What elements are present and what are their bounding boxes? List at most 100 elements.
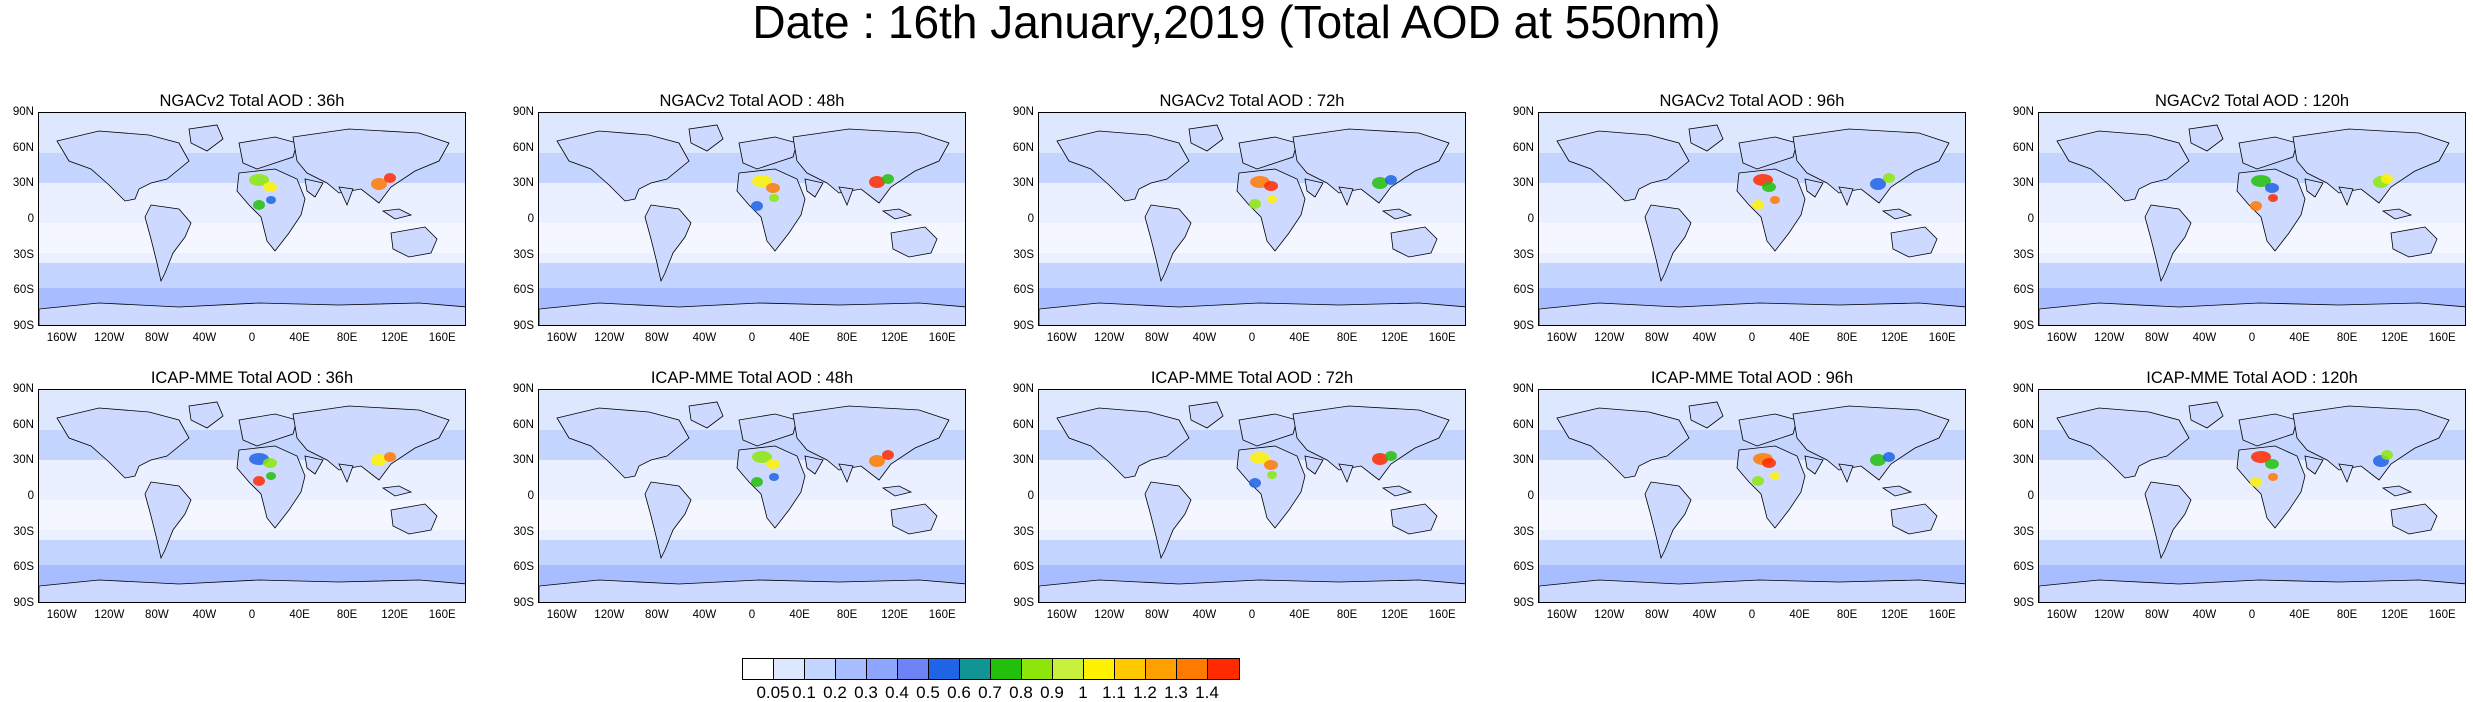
aod-band: [39, 263, 465, 288]
colorbar-label: 0.5: [916, 683, 940, 702]
lon-tick-label: 0: [748, 609, 756, 621]
lon-tick-label: 160E: [2428, 609, 2456, 621]
continent-outline: [1792, 128, 1950, 204]
continent-outline: [292, 128, 450, 204]
lon-tick-label: 160E: [2428, 332, 2456, 344]
aod-band: [1539, 540, 1965, 565]
map-panel: ICAP-MME Total AOD : 48h 90N 60N 30N 0 30S 60S…: [500, 369, 972, 629]
world-map: [1039, 113, 1465, 325]
aod-hotspot: [751, 201, 763, 211]
lon-tick-label: 40E: [1289, 609, 1310, 621]
lon-tick-label: 160E: [928, 332, 956, 344]
map-panel: ICAP-MME Total AOD : 96h 90N 60N 30N 0 30S 60S…: [1500, 369, 1972, 629]
aod-band: [2039, 565, 2465, 585]
lat-tick-label: 90N: [1512, 383, 1534, 395]
aod-band: [1039, 263, 1465, 288]
panel-title: ICAP-MME Total AOD : 36h: [150, 369, 354, 387]
lon-tick-label: 120E: [881, 332, 909, 344]
lon-tick-label: 80E: [1836, 332, 1858, 344]
panel-title: NGACv2 Total AOD : 36h: [159, 92, 345, 110]
lon-tick-label: 80W: [1145, 609, 1169, 621]
world-map: [539, 390, 965, 602]
lon-tick-label: 160W: [1046, 609, 1077, 621]
lon-tick-label: 40W: [2192, 609, 2217, 621]
lat-tick-label: 0: [1527, 213, 1534, 225]
aod-hotspot: [1264, 181, 1278, 191]
continent-outline: [1890, 503, 1938, 535]
panel-title: NGACv2 Total AOD : 48h: [659, 92, 845, 110]
continent-outline: [644, 204, 692, 283]
aod-band: [1039, 540, 1465, 565]
lat-tick-label: 60S: [1013, 561, 1034, 574]
lon-tick-label: 80W: [645, 332, 669, 344]
lon-tick-label: 160E: [428, 332, 456, 344]
continent-outline: [1188, 401, 1224, 429]
continent-outline: [381, 485, 413, 497]
lat-tick-label: 60N: [2012, 141, 2034, 154]
lat-tick-label: 60S: [2013, 284, 2034, 297]
map-panel: NGACv2 Total AOD : 36h 90N 60N 30N 0 30S 60S 90…: [0, 92, 472, 352]
aod-hotspot: [1267, 195, 1277, 203]
continent-outline: [1838, 186, 1854, 207]
aod-hotspot: [1752, 200, 1764, 210]
lon-tick-label: 0: [1748, 332, 1756, 344]
lon-tick-label: 0: [1248, 332, 1256, 344]
colorbar-swatch: [1084, 659, 1115, 679]
continent-outline: [304, 178, 324, 198]
aod-band: [2039, 263, 2465, 288]
lon-tick-label: 120W: [2094, 332, 2125, 344]
aod-hotspot: [752, 451, 772, 463]
aod-hotspot: [1250, 452, 1270, 464]
lon-tick-label: 40E: [2289, 609, 2310, 621]
lat-tick-label: 0: [27, 490, 34, 502]
lat-tick-label: 60S: [513, 561, 534, 574]
aod-hotspot: [266, 472, 276, 480]
lat-tick-label: 30S: [1513, 248, 1534, 261]
aod-map: [538, 112, 966, 326]
colorbar-label: 0.2: [823, 683, 847, 702]
lon-tick-label: 40W: [192, 609, 217, 621]
lon-tick-label: 40E: [1789, 332, 1810, 344]
continent-outline: [1792, 405, 1950, 481]
colorbar-swatch: [960, 659, 991, 679]
colorbar-swatch: [1146, 659, 1177, 679]
continent-outline: [881, 485, 913, 497]
lat-tick-label: 0: [2027, 213, 2034, 225]
continent-outline: [1236, 445, 1306, 529]
panel-title: NGACv2 Total AOD : 96h: [1659, 92, 1845, 110]
lon-tick-label: 80E: [1336, 332, 1358, 344]
lat-tick-label: 30N: [2012, 454, 2034, 467]
lat-tick-label: 60N: [2012, 418, 2034, 431]
colorbar-label: 0.3: [854, 683, 878, 702]
lat-tick-label: 60S: [13, 561, 34, 574]
colorbar-swatch: [991, 659, 1022, 679]
lat-tick-label: 0: [1027, 213, 1034, 225]
lat-tick-label: 60N: [12, 418, 34, 431]
map-panel: NGACv2 Total AOD : 96h 90N 60N 30N 0 30S 60S 90…: [1500, 92, 1972, 352]
lat-tick-label: 60N: [1512, 418, 1534, 431]
panel-title: NGACv2 Total AOD : 72h: [1159, 92, 1345, 110]
lat-tick-label: 30N: [1512, 177, 1534, 190]
continent-outline: [1056, 130, 1190, 202]
aod-hotspot: [263, 458, 277, 468]
continent-outline: [1039, 302, 1465, 325]
continent-outline: [2188, 401, 2224, 429]
continent-outline: [39, 302, 465, 325]
aod-band: [1539, 263, 1965, 288]
colorbar-swatch: [929, 659, 960, 679]
aod-band: [2039, 288, 2465, 308]
continent-outline: [1381, 208, 1413, 220]
lat-tick-label: 60S: [2013, 561, 2034, 574]
continent-outline: [644, 481, 692, 560]
aod-hotspot: [769, 473, 779, 481]
continent-outline: [1304, 455, 1324, 475]
lat-tick-label: 30N: [512, 177, 534, 190]
lon-tick-label: 40W: [1192, 609, 1217, 621]
continent-outline: [1238, 413, 1298, 447]
lon-tick-label: 80W: [1645, 609, 1669, 621]
continent-outline: [2144, 204, 2192, 283]
aod-hotspot: [1870, 454, 1886, 466]
lon-tick-label: 80W: [1145, 332, 1169, 344]
continent-outline: [1539, 579, 1965, 602]
continent-outline: [1539, 302, 1965, 325]
